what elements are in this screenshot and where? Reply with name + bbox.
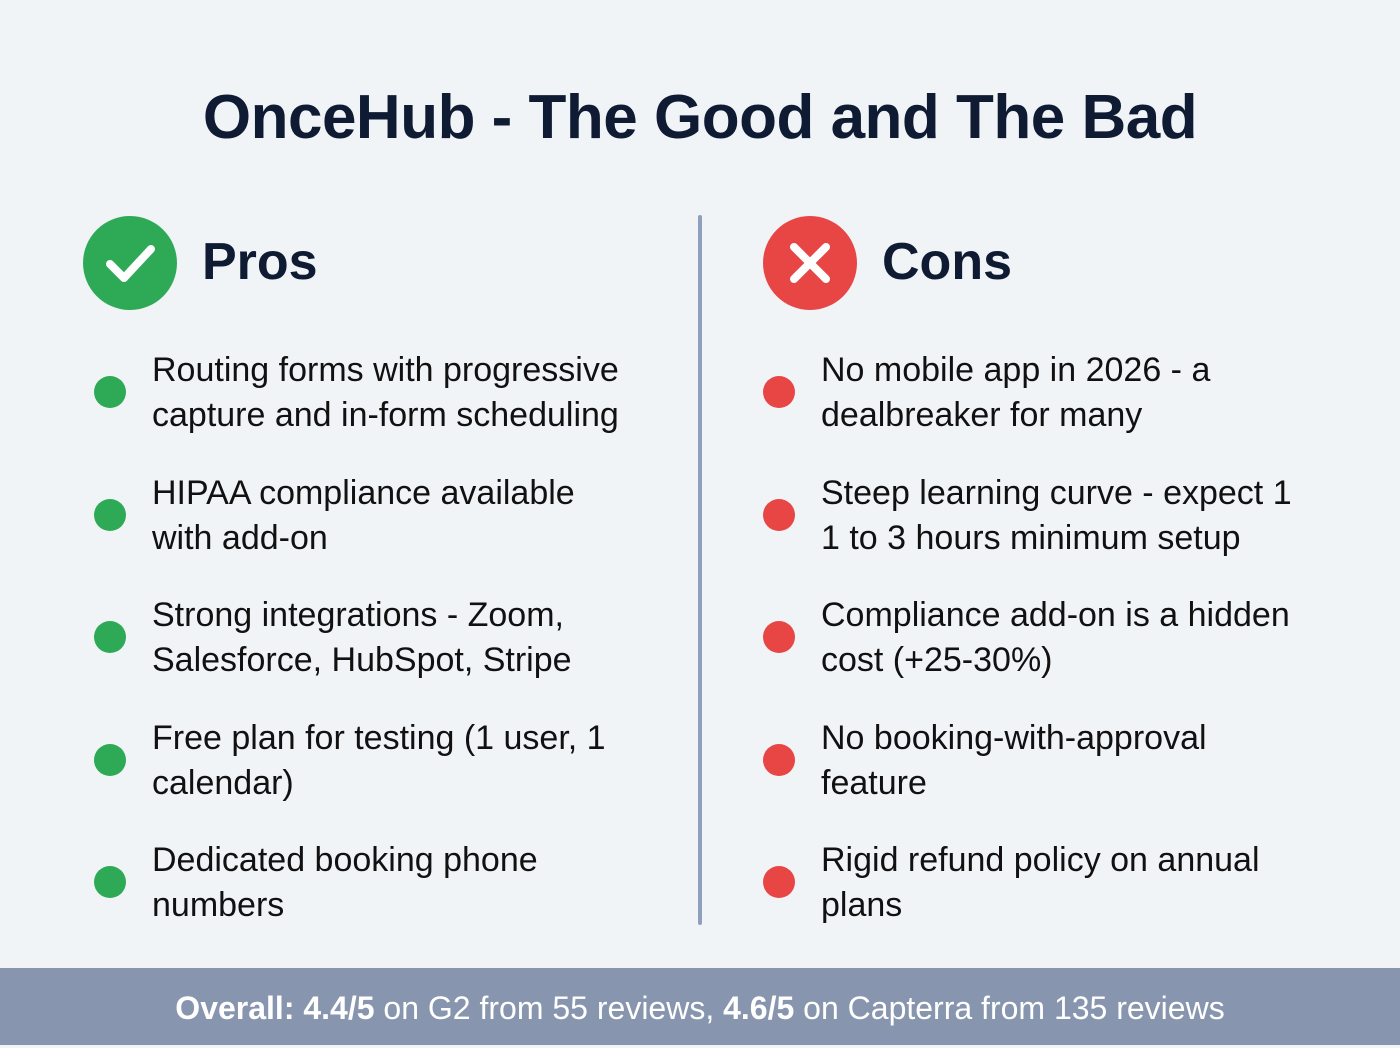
pros-list-item: Strong integrations - Zoom, Salesforce, H… — [152, 593, 572, 683]
pros-item-line1: Routing forms with progressive — [152, 351, 619, 389]
pros-item-line1: HIPAA compliance available — [152, 473, 575, 512]
cons-item-line2: feature — [821, 763, 927, 802]
pros-item-line1: Strong integrations - Zoom, — [152, 596, 564, 634]
pros-item-line2: numbers — [152, 886, 285, 924]
check-circle-icon — [83, 216, 177, 310]
pros-item-line2: calendar) — [152, 763, 294, 802]
pros-bullet-dot — [94, 621, 126, 653]
g2-score: 4.4/5 — [303, 990, 375, 1026]
cons-bullet-dot — [763, 621, 795, 653]
cons-list-item: Steep learning curve - expect 1 1 to 3 ho… — [821, 471, 1292, 561]
capterra-text: on Capterra from 135 reviews — [803, 990, 1225, 1026]
pros-heading: Pros — [202, 233, 318, 291]
cons-item-line1: Compliance add-on is a hidden — [821, 596, 1290, 634]
page-title: OnceHub - The Good and The Bad — [202, 83, 1198, 152]
cons-list-item: No booking-with-approval feature — [821, 716, 1207, 806]
cons-bullet-dot — [763, 376, 795, 408]
cons-item-line2: dealbreaker for many — [821, 396, 1143, 434]
pros-list-item: Free plan for testing (1 user, 1 calendar… — [152, 716, 606, 806]
pros-bullet-dot — [94, 376, 126, 408]
cons-bullet-dot — [763, 743, 795, 776]
cons-item-line2: 1 to 3 hours minimum setup — [821, 518, 1241, 557]
pros-item-line1: Free plan for testing (1 user, 1 — [152, 718, 606, 757]
cons-bullet-dot — [763, 498, 795, 531]
pros-bullet-dot — [94, 866, 126, 898]
cons-item-line1: No booking-with-approval — [821, 718, 1207, 757]
pros-bullet-dot — [94, 498, 126, 531]
cons-list-item: No mobile app in 2026 - a dealbreaker for… — [821, 348, 1210, 438]
pros-item-line1: Dedicated booking phone — [152, 841, 538, 879]
cons-heading: Cons — [882, 233, 1012, 291]
pros-item-line2: capture and in-form scheduling — [152, 396, 619, 434]
cons-item-line1: Rigid refund policy on annual — [821, 841, 1260, 879]
cons-item-line1: No mobile app in 2026 - a — [821, 351, 1211, 389]
cons-list-item: Rigid refund policy on annual plans — [821, 838, 1260, 928]
cons-item-line1: Steep learning curve - expect 1 — [821, 473, 1292, 512]
pros-item-line2: Salesforce, HubSpot, Stripe — [152, 641, 572, 679]
capterra-score: 4.6/5 — [723, 990, 795, 1026]
column-divider — [698, 215, 702, 925]
cons-item-line2: cost (+25-30%) — [821, 641, 1053, 679]
g2-text: on G2 from 55 reviews, — [383, 990, 715, 1026]
pros-bullet-dot — [94, 743, 126, 776]
pros-item-line2: with add-on — [152, 518, 328, 557]
footer-prefix: Overall: — [175, 990, 295, 1026]
pros-list-item: HIPAA compliance available with add-on — [152, 471, 575, 561]
cons-item-line2: plans — [821, 886, 903, 924]
x-circle-icon — [763, 216, 857, 310]
pros-list-item: Dedicated booking phone numbers — [152, 838, 538, 928]
pros-list-item: Routing forms with progressive capture an… — [152, 348, 619, 438]
rating-summary-footer: Overall: 4.4/5 on G2 from 55 reviews, 4.… — [0, 968, 1400, 1045]
cons-bullet-dot — [763, 866, 795, 898]
cons-list-item: Compliance add-on is a hidden cost (+25-3… — [821, 593, 1290, 683]
